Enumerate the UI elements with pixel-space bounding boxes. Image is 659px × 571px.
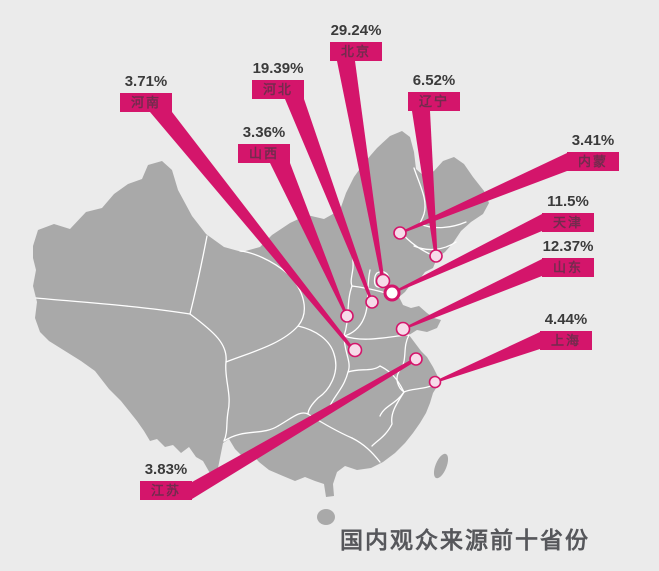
connector-neimeng xyxy=(399,153,567,235)
marker-liaoning xyxy=(429,249,443,263)
province-label-shandong: 山东 xyxy=(542,258,594,277)
percent-liaoning: 6.52% xyxy=(412,72,456,89)
province-label-shanxi: 山西 xyxy=(238,144,290,163)
percent-henan: 3.71% xyxy=(124,73,168,90)
province-label-hebei: 河北 xyxy=(252,80,304,99)
percent-hebei: 19.39% xyxy=(252,60,304,77)
province-label-neimeng: 内蒙 xyxy=(567,152,619,171)
connector-jiangsu xyxy=(192,357,417,499)
province-label-tianjin: 天津 xyxy=(542,213,594,232)
callout-hebei: 19.39% 河北 xyxy=(252,60,304,99)
province-label-henan: 河南 xyxy=(120,93,172,112)
connector-hebei xyxy=(285,99,374,303)
callout-beijing: 29.24% 北京 xyxy=(330,22,382,61)
connector-shanghai xyxy=(434,332,540,384)
connector-shandong xyxy=(402,259,542,331)
connector-shanxi xyxy=(270,163,349,317)
percent-shanxi: 3.36% xyxy=(242,124,286,141)
percent-tianjin: 11.5% xyxy=(547,193,589,210)
callout-jiangsu: 3.83% 江苏 xyxy=(140,461,192,500)
connector-henan xyxy=(150,112,356,352)
chart-title: 国内观众来源前十省份 xyxy=(340,527,590,553)
connector-beijing xyxy=(337,61,385,281)
province-label-beijing: 北京 xyxy=(330,42,382,61)
callout-shandong: 12.37% 山东 xyxy=(542,238,594,277)
callout-neimeng: 3.41% 内蒙 xyxy=(567,132,619,171)
location-markers xyxy=(340,226,443,389)
marker-shanghai xyxy=(428,375,442,389)
marker-henan xyxy=(347,342,363,358)
percent-jiangsu: 3.83% xyxy=(144,461,188,478)
marker-jiangsu xyxy=(409,352,423,366)
callout-henan: 3.71% 河南 xyxy=(120,73,172,112)
callout-shanxi: 3.36% 山西 xyxy=(238,124,290,163)
callout-connectors xyxy=(150,61,567,499)
map-landmass xyxy=(33,131,489,525)
taiwan-island xyxy=(433,453,449,479)
marker-shandong xyxy=(395,321,411,337)
marker-beijing xyxy=(375,273,391,289)
marker-tianjin xyxy=(383,284,401,302)
province-label-jiangsu: 江苏 xyxy=(140,481,192,500)
callout-liaoning: 6.52% 辽宁 xyxy=(408,72,460,111)
percent-shanghai: 4.44% xyxy=(544,311,588,328)
marker-hebei xyxy=(365,295,379,309)
hainan-island xyxy=(317,509,335,525)
percent-neimeng: 3.41% xyxy=(571,132,615,149)
connector-tianjin xyxy=(391,214,542,295)
callout-tianjin: 11.5% 天津 xyxy=(542,193,594,232)
province-label-shanghai: 上海 xyxy=(540,331,592,350)
marker-neimeng xyxy=(393,226,407,240)
percent-beijing: 29.24% xyxy=(330,22,382,39)
callout-shanghai: 4.44% 上海 xyxy=(540,311,592,350)
marker-shanxi xyxy=(340,309,354,323)
province-label-liaoning: 辽宁 xyxy=(408,92,460,111)
percent-shandong: 12.37% xyxy=(542,238,594,255)
